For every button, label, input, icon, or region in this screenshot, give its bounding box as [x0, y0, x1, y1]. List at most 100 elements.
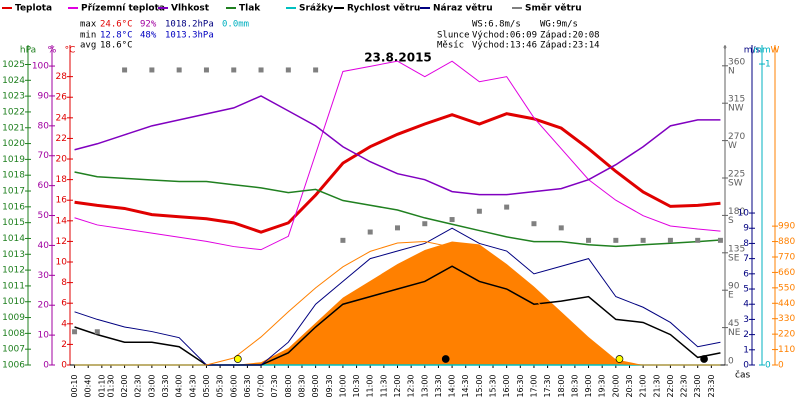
y-tick-label: 10: [38, 331, 50, 341]
y-tick-label: 1023: [2, 92, 25, 102]
y-tick-label: 1009: [2, 313, 25, 323]
x-tick-label: 17:00: [529, 374, 538, 397]
header-value: 18.6°C: [100, 41, 133, 51]
point: [285, 67, 291, 73]
axis-unit: m/s: [744, 46, 761, 56]
x-tick-label: 10:30: [352, 374, 361, 397]
x-tick-label: 22:00: [666, 374, 675, 397]
x-tick-label: 09:00: [311, 374, 320, 397]
y-tick-label: 1014: [2, 234, 25, 244]
point: [340, 237, 346, 243]
line: [74, 112, 721, 234]
y-tick-label: 4: [743, 300, 749, 310]
y-tick-label: 270: [728, 132, 745, 142]
point: [395, 225, 400, 231]
compass-label: E: [728, 291, 734, 301]
y-tick-label: 1008: [2, 329, 25, 339]
point: [717, 237, 723, 243]
x-tick-label: 03:00: [147, 374, 156, 397]
y-tick-label: 225: [728, 170, 745, 180]
x-tick-label: 05:30: [216, 374, 225, 397]
x-tick-label: 11:30: [379, 374, 388, 397]
legend-label: Náraz větru: [433, 3, 493, 14]
compass-label: NW: [728, 104, 744, 114]
y-tick-label: 1: [765, 60, 771, 70]
point: [558, 225, 564, 231]
header-value: 24.6°C: [100, 20, 133, 30]
y-tick-label: 90: [728, 282, 740, 292]
compass-label: NE: [728, 328, 741, 338]
y-tick-label: 4: [61, 319, 67, 329]
y-tick-label: 0: [43, 361, 49, 371]
x-tick-label: 08:30: [297, 374, 306, 397]
y-tick-label: 0: [765, 361, 771, 371]
point: [476, 208, 482, 214]
header-value: WS:6.8m/s: [472, 20, 521, 30]
y-tick-label: 440: [778, 299, 795, 309]
header-label: avg: [80, 41, 96, 51]
y-tick-label: 1012: [2, 266, 25, 276]
y-tick-label: 1013: [2, 250, 25, 260]
area: [74, 241, 721, 365]
y-tick-label: 1024: [2, 76, 25, 86]
y-tick-label: 660: [778, 268, 795, 278]
y-tick-label: 1021: [2, 123, 25, 133]
legend-label: Přízemní teplota: [81, 4, 165, 14]
axis-unit: %: [48, 46, 57, 56]
y-tick-label: 80: [38, 121, 50, 131]
header-label: min: [80, 31, 96, 41]
y-tick-label: 990: [778, 222, 795, 232]
y-tick-label: 90: [38, 91, 50, 101]
x-tick-label: 04:00: [175, 374, 184, 397]
x-tick-label: 14:00: [448, 374, 457, 397]
y-tick-label: 2: [743, 330, 749, 340]
x-tick-label: 11:00: [366, 374, 375, 397]
y-tick-label: 45: [728, 319, 739, 329]
y-tick-label: 50: [38, 211, 50, 221]
header-value: Západ:23:14: [540, 41, 600, 51]
compass-label: N: [728, 66, 735, 76]
x-tick-label: 23:00: [693, 374, 702, 397]
x-tick-label: 00:40: [84, 374, 93, 397]
y-tick-label: 9: [743, 224, 749, 234]
legend-label: Teplota: [15, 4, 52, 14]
header-value: 0.0mm: [222, 20, 249, 30]
header: max 24.6°C 92% 1018.2hPa 0.0mm min 12.8°…: [80, 20, 600, 51]
point: [72, 329, 78, 335]
y-tick-label: 60: [38, 181, 50, 191]
y-tick-label: 360: [728, 57, 745, 67]
line: [74, 241, 721, 366]
point: [586, 237, 592, 243]
x-tick-label: 08:00: [284, 374, 293, 397]
point: [203, 67, 209, 73]
x-tick-label: 03:30: [161, 374, 170, 397]
x-tick-label: 02:30: [134, 374, 143, 397]
astro-marker: [700, 355, 708, 363]
compass-label: W: [728, 141, 737, 151]
header-label: Měsíc: [437, 41, 464, 51]
y-tick-label: 180: [728, 207, 745, 217]
y-tick-label: 100: [32, 62, 49, 72]
y-tick-label: 18: [56, 175, 68, 185]
y-tick-label: 5: [743, 285, 749, 295]
compass-label: SW: [728, 179, 743, 189]
header-value: Západ:20:08: [540, 31, 600, 41]
x-tick-label: 00:10: [70, 374, 79, 397]
legend-label: Srážky: [299, 4, 333, 14]
point: [176, 67, 182, 73]
header-label: Slunce: [437, 31, 470, 41]
legend-label: Vlhkost: [171, 4, 210, 14]
x-tick-label: 05:00: [202, 374, 211, 397]
y-tick-label: 8: [743, 239, 749, 249]
y-tick-label: 1018: [2, 171, 25, 181]
y-tick-label: 24: [56, 113, 68, 123]
y-tick-label: 330: [778, 314, 795, 324]
y-tick-label: 3: [743, 315, 749, 325]
point: [258, 67, 264, 73]
y-tick-label: 6: [61, 299, 67, 309]
compass-label: S: [728, 216, 734, 226]
astro-marker: [441, 355, 450, 363]
axis-unit: hPa: [20, 46, 36, 56]
line: [74, 227, 721, 366]
